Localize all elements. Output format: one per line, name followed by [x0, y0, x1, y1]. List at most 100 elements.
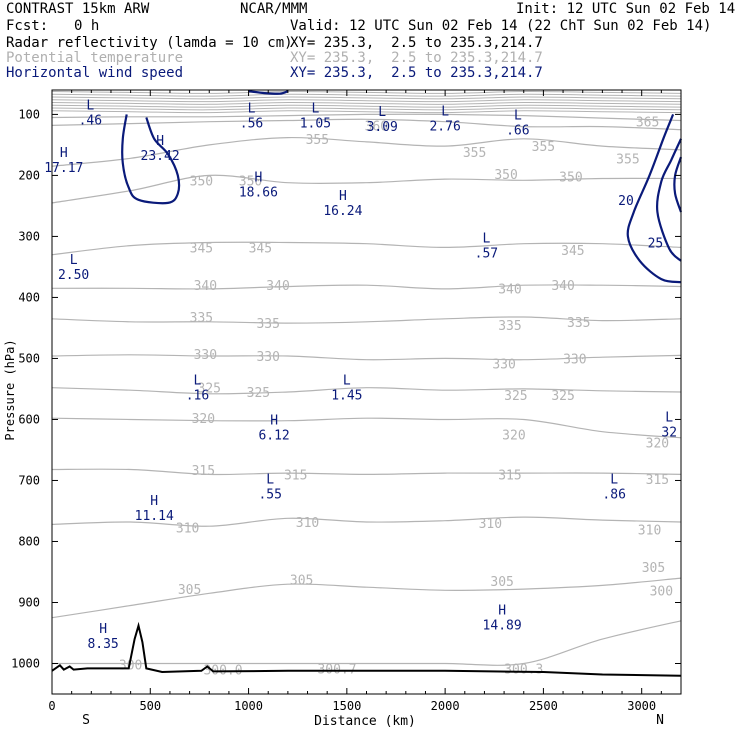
- theta-label: 315: [646, 473, 669, 488]
- theta-contour-330: [51, 354, 682, 361]
- theta-label: 310: [176, 521, 199, 536]
- theta-label: 355: [306, 133, 329, 148]
- theta-label: 310: [296, 516, 319, 531]
- theta-contour-365: [51, 113, 682, 122]
- x-tick-label: 0: [48, 699, 55, 713]
- theta-label: 350: [494, 168, 517, 183]
- theta-label: 330: [194, 348, 217, 363]
- y-axis-title: Pressure (hPa): [3, 339, 17, 440]
- theta-label: 345: [249, 241, 272, 256]
- y-tick-label: 200: [18, 168, 40, 182]
- theta-contour-300: [51, 620, 682, 666]
- org-label: NCAR/MMM: [240, 1, 308, 17]
- theta-contour-upper: [51, 96, 682, 100]
- theta-label: 315: [192, 464, 215, 479]
- theta-contour-upper: [51, 107, 682, 111]
- theta-contour-335: [51, 316, 682, 324]
- theta-label: 330: [492, 357, 515, 372]
- theta-label: 355: [532, 140, 555, 155]
- hl-marker-letter: L: [266, 473, 274, 488]
- theta-label: 320: [192, 412, 215, 427]
- hl-marker-value: 3.09: [367, 120, 398, 135]
- hl-marker-value: 2.76: [429, 120, 460, 135]
- x-tick-label: 2000: [431, 699, 460, 713]
- theta-label: 300: [650, 584, 673, 599]
- theta-label: 330: [563, 352, 586, 367]
- hl-marker-letter: L: [482, 232, 490, 247]
- theta-label: 305: [290, 573, 313, 588]
- model-title: CONTRAST 15km ARW: [6, 1, 150, 17]
- hl-marker-value: .86: [602, 488, 625, 503]
- hl-marker-letter: L: [665, 410, 673, 425]
- fcst-label: Fcst:: [6, 18, 49, 34]
- hl-marker-value: 1.05: [300, 117, 331, 132]
- y-tick-label: 1000: [11, 656, 40, 670]
- theta-label: 300.3: [504, 662, 543, 677]
- wind-contour-0: [121, 114, 181, 205]
- field-3-name: Horizontal wind speed: [6, 65, 184, 81]
- theta-contour-345: [51, 241, 682, 256]
- theta-contour-325: [51, 387, 682, 395]
- theta-contour-340: [51, 284, 682, 290]
- field-1-name: Radar reflectivity (lamda = 10 cm): [6, 35, 293, 51]
- field-3-xy: XY= 235.3, 2.5 to 235.3,214.7: [290, 65, 543, 81]
- hl-marker-value: .16: [186, 389, 209, 404]
- hl-marker-value: .56: [240, 117, 263, 132]
- field-1-xy: XY= 235.3, 2.5 to 235.3,214.7: [290, 35, 543, 51]
- wind-contour-30: [673, 156, 683, 213]
- field-2-name: Potential temperature: [6, 50, 184, 66]
- hl-marker-value: .55: [258, 488, 281, 503]
- hl-marker-letter: L: [311, 102, 319, 117]
- x-tick-label: 1500: [332, 699, 361, 713]
- wind-contour-label: 25: [648, 237, 664, 252]
- y-tick-label: 600: [18, 412, 40, 426]
- axes: 0 500 1000 1500 2000 2500 3000 100 200 300 400 500 6…: [11, 89, 682, 713]
- wind-contour-25: [656, 138, 683, 262]
- theta-label: 325: [198, 382, 221, 397]
- theta-contour-upper: [51, 99, 682, 103]
- hl-marker-letter: H: [339, 189, 347, 204]
- hl-marker-letter: H: [156, 134, 164, 149]
- hl-marker-value: 11.14: [135, 509, 174, 524]
- theta-label: 305: [490, 575, 513, 590]
- hl-marker-value: 17.17: [44, 161, 83, 176]
- x-end-label-left: S: [82, 713, 90, 728]
- theta-contour-upper: [51, 110, 682, 114]
- theta-label: 360: [365, 119, 388, 134]
- y-tick-label: 800: [18, 534, 40, 548]
- y-tick-label: 100: [18, 107, 40, 121]
- theta-contour-upper: [51, 93, 682, 97]
- high-low-markers: L.46L.56L1.05L3.09L2.76L.66H23.42H17.17H…: [44, 99, 677, 652]
- hl-marker-value: 14.89: [483, 619, 522, 634]
- hl-marker-letter: L: [378, 105, 386, 120]
- x-tick-label: 2500: [529, 699, 558, 713]
- theta-label: 350: [559, 171, 582, 186]
- theta-contour-315: [51, 468, 682, 476]
- theta-contour-310: [51, 516, 682, 527]
- x-end-label-right: N: [656, 713, 664, 728]
- init-time: Init: 12 UTC Sun 02 Feb 14: [516, 1, 736, 17]
- y-tick-label: 900: [18, 595, 40, 609]
- terrain-surface: [51, 621, 682, 677]
- theta-label: 315: [284, 468, 307, 483]
- theta-label: 335: [190, 311, 213, 326]
- theta-label: 310: [479, 517, 502, 532]
- y-tick-label: 700: [18, 473, 40, 487]
- theta-label: 305: [178, 583, 201, 598]
- theta-label: 300: [119, 659, 142, 674]
- x-tick-label: 1000: [234, 699, 263, 713]
- hl-marker-value: 23.42: [141, 149, 180, 164]
- hl-marker-value: .57: [475, 247, 498, 262]
- field-2-xy: XY= 235.3, 2.5 to 235.3,214.7: [290, 50, 543, 66]
- terrain-line: [51, 621, 682, 677]
- hl-marker-letter: L: [343, 374, 351, 389]
- theta-contour-305: [51, 577, 682, 619]
- hl-marker-value: 8.35: [87, 637, 118, 652]
- theta-label: 365: [636, 116, 659, 131]
- hl-marker-letter: L: [248, 102, 256, 117]
- theta-labels: 355 360 365 355 355 355 350 350 350 350 345 345 345 3…: [119, 116, 673, 679]
- hl-marker-letter: L: [514, 108, 522, 123]
- theta-label: 335: [567, 316, 590, 331]
- fcst-value: 0 h: [74, 18, 100, 34]
